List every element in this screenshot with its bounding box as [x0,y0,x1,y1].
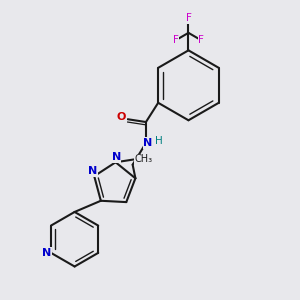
Text: F: F [198,35,204,45]
Text: H: H [155,136,163,146]
Text: N: N [112,152,121,162]
Text: CH₃: CH₃ [134,154,153,164]
Text: O: O [117,112,126,122]
Text: F: F [173,35,179,45]
Text: N: N [143,138,152,148]
Text: N: N [88,166,98,176]
Text: N: N [42,248,51,258]
Text: F: F [185,13,191,23]
